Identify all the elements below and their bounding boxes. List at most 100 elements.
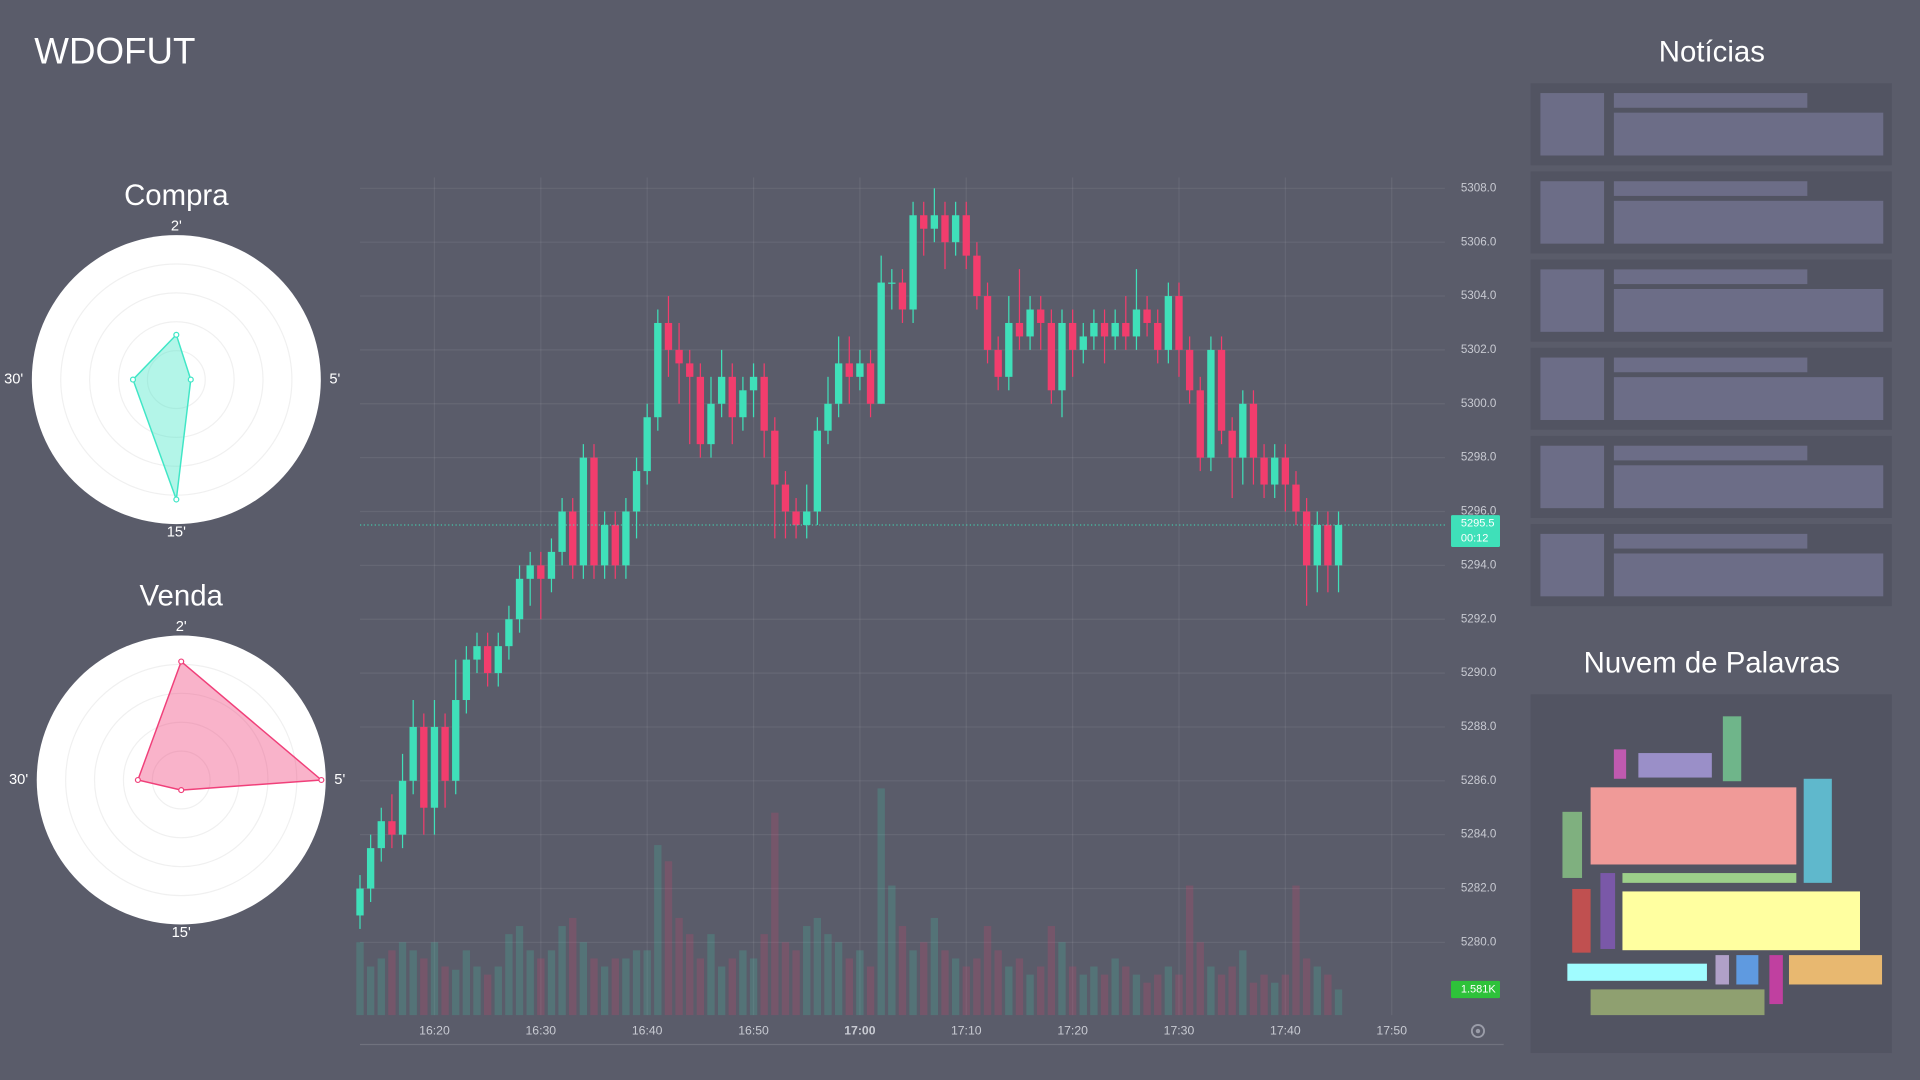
volume-bar: [1271, 982, 1279, 1016]
candle-body: [622, 511, 630, 566]
candle-body: [1260, 457, 1268, 485]
volume-bar: [930, 917, 939, 1016]
volume-bar: [1239, 950, 1247, 1016]
candle-body: [1302, 511, 1311, 566]
radar-ring: [151, 750, 211, 810]
volume-bar: [909, 950, 917, 1016]
radar-ring: [122, 721, 240, 839]
volume-bar: [430, 942, 439, 1016]
y-tick-label: 5290.0: [1461, 666, 1497, 679]
volume-bar: [1100, 974, 1109, 1016]
volume-bar: [898, 926, 907, 1016]
volume-bar: [983, 926, 992, 1016]
volume-bar: [1122, 966, 1130, 1016]
volume-bar: [1015, 958, 1024, 1016]
candle-body: [749, 376, 758, 391]
volume-bar: [473, 966, 481, 1016]
candle-body: [951, 215, 960, 243]
word-cloud: [1530, 694, 1892, 1054]
volume-tag: [1451, 980, 1500, 999]
candle-body: [430, 726, 439, 808]
volume-bar: [888, 885, 896, 1016]
volume-bar: [1068, 966, 1077, 1016]
volume-bar: [366, 966, 375, 1016]
candle-body: [771, 430, 779, 485]
candle-body: [1005, 322, 1013, 377]
symbol-title: WDOFUT: [34, 31, 195, 72]
volume-bar: [1249, 982, 1258, 1016]
candle-body: [877, 282, 885, 404]
x-tick-label: 17:10: [951, 1023, 982, 1037]
candle-body: [632, 471, 641, 512]
volume-bar: [654, 845, 662, 1016]
volume-bar: [803, 926, 811, 1016]
candle-body: [505, 619, 513, 647]
radar-title: Compra: [124, 179, 229, 212]
volume-bar: [1037, 966, 1045, 1016]
settings-icon[interactable]: [1470, 1023, 1485, 1039]
volume-bar: [526, 950, 534, 1016]
y-tick-label: 5284.0: [1461, 828, 1497, 841]
news-card[interactable]: [1530, 83, 1892, 166]
volume-bar: [441, 966, 449, 1016]
candle-body: [845, 363, 853, 377]
candle-body: [1334, 524, 1343, 566]
candle-body: [1154, 322, 1162, 350]
volume-bar: [547, 950, 556, 1016]
candle-body: [1015, 322, 1024, 337]
candle-body: [643, 417, 651, 472]
candle-body: [462, 659, 471, 701]
y-tick-label: 5300.0: [1461, 397, 1497, 410]
volume-bar: [515, 926, 524, 1016]
volume-bar: [749, 958, 758, 1016]
volume-bar: [877, 788, 885, 1016]
radar-point: [187, 376, 194, 383]
x-tick-label: 17:20: [1057, 1023, 1088, 1037]
candle-body: [547, 551, 556, 579]
candle-body: [558, 511, 566, 552]
x-tick-label: 17:00: [844, 1023, 875, 1037]
radar-ring: [117, 321, 235, 438]
y-tick-label: 5288.0: [1461, 720, 1497, 733]
news-card[interactable]: [1530, 171, 1892, 254]
candle-body: [1324, 524, 1332, 566]
candle-body: [1111, 322, 1119, 337]
y-tick-label: 5286.0: [1461, 774, 1497, 787]
candle-body: [994, 349, 1002, 377]
radar-axis-label: 30': [4, 371, 23, 387]
news-card[interactable]: [1530, 259, 1892, 342]
radar-point: [178, 787, 185, 794]
y-tick-label: 5306.0: [1461, 235, 1497, 248]
candle-body: [1207, 349, 1215, 458]
candle-body: [824, 403, 832, 431]
volume-bar: [1281, 974, 1290, 1016]
candle-body: [366, 848, 375, 889]
radar-ring: [93, 692, 269, 868]
radar-background: [36, 635, 326, 925]
volume-bar: [494, 966, 502, 1016]
y-tick-label: 5292.0: [1461, 612, 1497, 625]
volume-bar: [622, 958, 630, 1016]
volume-bar: [1026, 974, 1034, 1016]
candle-body: [526, 565, 534, 579]
volume-bar: [1047, 926, 1056, 1016]
volume-bar: [866, 966, 875, 1016]
news-card[interactable]: [1530, 435, 1892, 518]
candle-body: [675, 349, 683, 364]
candle-body: [1175, 296, 1183, 350]
volume-bar: [1164, 966, 1173, 1016]
candle-body: [452, 700, 460, 781]
volume-bar: [505, 934, 513, 1016]
candle-body: [515, 578, 524, 620]
candle-body: [356, 888, 364, 916]
volume-bar: [845, 958, 853, 1016]
candle-body: [888, 282, 896, 284]
news-card[interactable]: [1530, 347, 1892, 430]
x-tick-label: 17:40: [1270, 1023, 1301, 1037]
candle-body: [398, 780, 407, 835]
candle-body: [803, 511, 811, 525]
volume-bar: [1260, 974, 1268, 1016]
news-card[interactable]: [1530, 524, 1892, 607]
volume-bar: [611, 958, 619, 1016]
radar-ring: [89, 292, 264, 467]
